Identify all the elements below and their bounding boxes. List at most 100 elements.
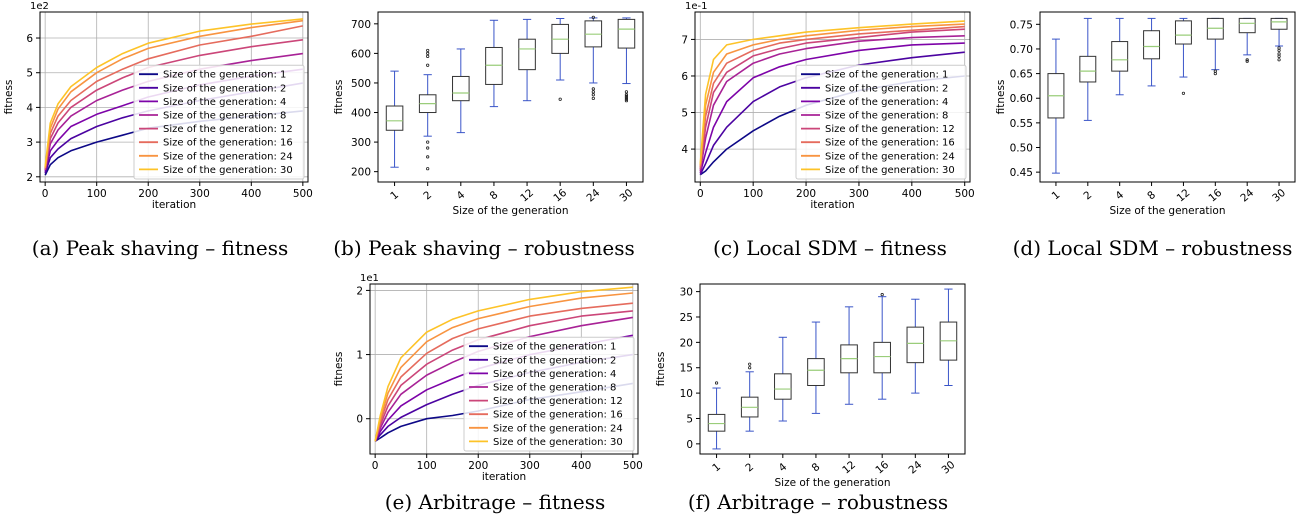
outlier-point [426, 167, 430, 171]
box-iqr [707, 413, 726, 432]
legend-label: Size of the generation: 8 [825, 111, 948, 122]
series-line [699, 42, 965, 174]
x-tick-label: 300 [190, 188, 210, 200]
series-line [699, 28, 965, 170]
x-tick-label: 400 [902, 188, 922, 200]
x-tick-label: 8 [1145, 189, 1158, 202]
legend-label: Size of the generation: 24 [493, 423, 623, 434]
x-tick-label: 30 [618, 187, 636, 205]
y-tick-label: 5 [686, 413, 693, 425]
y-axis-label: fitness [333, 352, 345, 387]
caption-c: (c) Local SDM – fitness [713, 236, 947, 260]
box-30 [939, 288, 958, 386]
box-iqr [518, 38, 536, 71]
legend-label: Size of the generation: 16 [163, 138, 293, 149]
outlier-point [1277, 52, 1281, 56]
chart-a-svg: 0 100 200 300 400 500 2 3 4 5 6 1e2 iteration fitness… [3, 1, 313, 211]
outlier-point [748, 362, 752, 366]
y-tick-label: 4 [26, 102, 33, 114]
outlier-point [1213, 71, 1217, 76]
y-tick-label: 4 [681, 144, 688, 156]
x-tick-label: 12 [1175, 187, 1193, 205]
legend-label: Size of the generation: 30 [493, 437, 623, 448]
y-tick-label: 7 [681, 34, 688, 46]
box-8 [807, 321, 825, 414]
box-8 [485, 19, 503, 108]
x-tick-label: 200 [796, 188, 816, 200]
legend-label: Size of the generation: 16 [493, 410, 623, 421]
legend-label: Size of the generation: 12 [493, 396, 623, 407]
outlier-point [1245, 58, 1249, 62]
x-tick-label: 30 [940, 459, 958, 477]
box-iqr [1270, 17, 1288, 30]
box-24 [906, 298, 925, 394]
y-tick-label: 20 [680, 337, 693, 349]
y-axis-label: fitness [995, 80, 1007, 115]
x-tick-label: 400 [241, 188, 261, 200]
box-16 [551, 18, 569, 101]
axis-offset-text: 1e-1 [685, 1, 708, 12]
chart-d-svg: 1 2 4 8 12 16 24 300.450.500.550.600.650.700.75… [995, 11, 1296, 217]
box-4 [452, 48, 470, 134]
y-tick-label: 6 [26, 33, 33, 45]
y-tick-label: 10 [680, 388, 693, 400]
x-tick-label: 4 [1113, 189, 1126, 203]
y-tick-label: 25 [680, 312, 693, 324]
x-tick-label: 30 [1270, 187, 1288, 205]
y-tick-label: 0.55 [1010, 118, 1033, 130]
x-tick-label: 2 [1081, 189, 1094, 202]
box-30 [1270, 17, 1288, 62]
x-tick-label: 1 [1050, 189, 1063, 202]
x-tick-label: 24 [1238, 187, 1256, 205]
plot-frame [369, 283, 639, 455]
x-tick-label: 8 [810, 461, 823, 474]
x-tick-label: 16 [551, 187, 569, 205]
axis-offset-text: 1e2 [30, 1, 49, 12]
box-24 [1238, 17, 1256, 63]
outlier-point [591, 93, 595, 97]
caption-a: (a) Peak shaving – fitness [31, 236, 289, 260]
x-tick-label: 500 [623, 460, 643, 472]
legend-label: Size of the generation: 24 [825, 151, 955, 162]
x-axis-label: Size of the generation [452, 205, 568, 217]
box-iqr [1238, 17, 1256, 34]
series-line [699, 35, 965, 172]
caption-f: (f) Arbitrage – robustness [687, 490, 949, 514]
x-tick-label: 16 [1206, 187, 1224, 205]
panel-e-arbitrage-fitness: 0 100 200 300 400 500 0 1 2 1e1 iteration fitness Si… [330, 272, 650, 487]
legend-label: Size of the generation: 30 [163, 165, 293, 176]
y-tick-label: 5 [681, 108, 688, 120]
outlier-point [426, 54, 430, 58]
y-tick-label: 0.65 [1010, 69, 1033, 81]
box-iqr [873, 341, 891, 374]
y-tick-label: 0.50 [1010, 143, 1033, 155]
box-2 [740, 362, 759, 432]
outlier-point [1277, 58, 1281, 62]
outlier-point [880, 293, 884, 297]
outlier-point [624, 90, 629, 94]
series-line [44, 19, 303, 169]
legend: Size of the generation: 1 Size of the gen… [133, 64, 305, 180]
outlier-point [1181, 91, 1186, 95]
box-iqr [485, 46, 503, 85]
outlier-point [624, 96, 629, 100]
y-tick-label: 0.75 [1010, 19, 1033, 31]
x-tick-label: 0 [697, 188, 704, 200]
x-tick-label: 400 [571, 460, 591, 472]
legend-label: Size of the generation: 8 [493, 383, 616, 394]
x-tick-label: 300 [849, 188, 869, 200]
x-tick-label: 8 [488, 189, 501, 202]
y-tick-label: 2 [356, 285, 363, 297]
outlier-point [624, 99, 629, 103]
legend-label: Size of the generation: 1 [825, 70, 948, 81]
x-tick-label: 200 [138, 188, 158, 200]
axis-offset-text: 1e1 [360, 273, 379, 284]
legend-box [133, 64, 305, 180]
legend-label: Size of the generation: 4 [493, 369, 616, 380]
series-line [374, 286, 633, 442]
legend-label: Size of the generation: 4 [825, 97, 948, 108]
outlier-point [426, 155, 430, 159]
legend-label: Size of the generation: 4 [163, 97, 286, 108]
series-line [699, 51, 965, 176]
